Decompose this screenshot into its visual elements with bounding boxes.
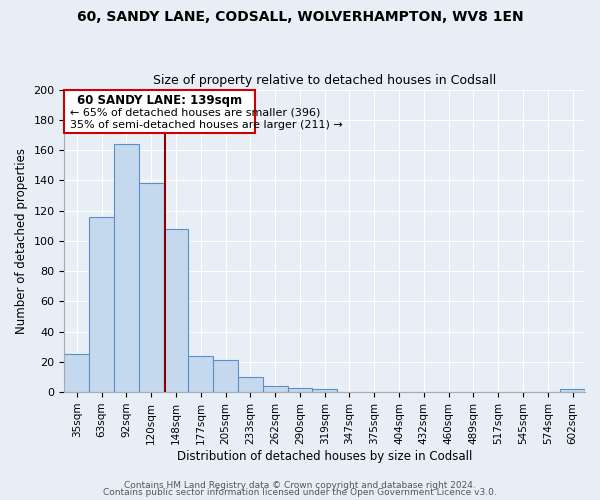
Bar — [164, 228, 188, 392]
Bar — [188, 356, 213, 392]
Text: Contains public sector information licensed under the Open Government Licence v3: Contains public sector information licen… — [103, 488, 497, 497]
Text: ← 65% of detached houses are smaller (396): ← 65% of detached houses are smaller (39… — [70, 108, 320, 118]
Bar — [139, 184, 164, 392]
Bar — [213, 360, 238, 392]
Text: Contains HM Land Registry data © Crown copyright and database right 2024.: Contains HM Land Registry data © Crown c… — [124, 480, 476, 490]
FancyBboxPatch shape — [64, 90, 255, 134]
Bar — [89, 216, 114, 392]
Text: 60 SANDY LANE: 139sqm: 60 SANDY LANE: 139sqm — [77, 94, 242, 107]
Bar — [64, 354, 89, 392]
Bar — [313, 389, 337, 392]
Text: 60, SANDY LANE, CODSALL, WOLVERHAMPTON, WV8 1EN: 60, SANDY LANE, CODSALL, WOLVERHAMPTON, … — [77, 10, 523, 24]
Y-axis label: Number of detached properties: Number of detached properties — [15, 148, 28, 334]
Bar — [560, 389, 585, 392]
Bar — [238, 377, 263, 392]
Text: 35% of semi-detached houses are larger (211) →: 35% of semi-detached houses are larger (… — [70, 120, 343, 130]
Bar — [114, 144, 139, 392]
Bar — [263, 386, 287, 392]
X-axis label: Distribution of detached houses by size in Codsall: Distribution of detached houses by size … — [177, 450, 472, 462]
Bar — [287, 388, 313, 392]
Title: Size of property relative to detached houses in Codsall: Size of property relative to detached ho… — [153, 74, 496, 87]
